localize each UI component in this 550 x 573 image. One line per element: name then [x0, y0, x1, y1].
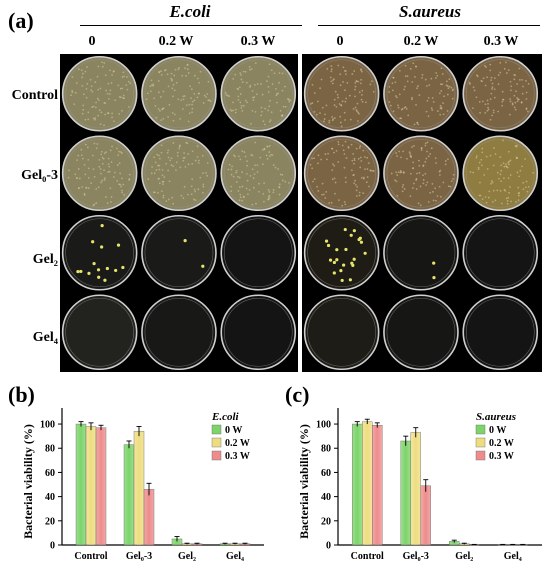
petri-plate	[383, 294, 459, 371]
petri-plate	[141, 294, 217, 371]
bar	[85, 426, 97, 546]
y-tick-label: 40	[321, 492, 331, 503]
row-label-gel2: Gel₂	[32, 252, 58, 267]
legend-label: 0 W	[225, 425, 242, 436]
x-tick-label: Control	[351, 551, 384, 562]
y-tick-label: 80	[45, 444, 55, 455]
bar	[469, 544, 480, 546]
petri-plate	[383, 214, 459, 291]
panel-c-letter: (c)	[285, 382, 310, 407]
y-tick-label: 20	[45, 516, 55, 527]
ecoli-col-0: 0	[88, 34, 96, 49]
saureus-group-title: S.aureus	[399, 2, 461, 21]
legend-label: 0.3 W	[225, 451, 250, 462]
y-tick-label: 0	[50, 541, 55, 552]
petri-plate	[141, 55, 217, 132]
saureus-photo-panel	[302, 54, 542, 372]
legend-title: S.aureus	[476, 411, 516, 423]
petri-plate	[303, 214, 380, 291]
petri-plate	[220, 55, 297, 132]
legend-swatch	[211, 450, 222, 461]
legend-label: 0.2 W	[225, 438, 250, 449]
y-tick-label: 100	[40, 420, 55, 431]
petri-plate	[383, 135, 459, 212]
y-tick-label: 80	[321, 444, 331, 455]
ecoli-plates	[61, 55, 297, 371]
legend-swatch	[211, 437, 222, 448]
x-tick-label: Gel₂	[455, 551, 473, 562]
legend-title: E.coli	[211, 411, 240, 423]
petri-plate	[61, 294, 138, 371]
bar	[95, 427, 107, 546]
x-tick-label: Gel₀-3	[126, 551, 152, 562]
legend-label: 0 W	[489, 425, 506, 436]
panel-b-letter: (b)	[8, 382, 35, 407]
petri-plate	[141, 135, 217, 212]
bar	[372, 425, 383, 546]
legend-swatch	[475, 437, 486, 448]
bar	[352, 423, 363, 546]
x-tick-label: Gel₀-3	[403, 551, 429, 562]
petri-plate	[462, 135, 539, 212]
x-tick-label: Gel₄	[226, 551, 244, 562]
y-tick-label: 60	[45, 468, 55, 479]
y-tick-label: 20	[321, 516, 331, 527]
bar	[420, 485, 431, 546]
saureus-col-0-2w: 0.2 W	[403, 34, 439, 49]
saureus-col-0-3w: 0.3 W	[483, 34, 519, 49]
bar	[517, 544, 528, 546]
bar	[400, 440, 411, 546]
petri-plate	[61, 214, 138, 291]
saureus-group-rule	[318, 25, 540, 26]
row-label-gel0-3: Gel₀-3	[21, 168, 58, 183]
chart-c-saureus: 0 20 40 60 80 100 Bacterial viability (%) Contr…	[297, 408, 542, 562]
legend-label: 0.2 W	[489, 438, 514, 449]
row-label-gel4: Gel₄	[32, 330, 58, 345]
bar	[507, 544, 518, 546]
petri-plate	[303, 135, 380, 212]
row-label-control: Control	[11, 88, 58, 103]
bar	[410, 432, 421, 546]
y-axis-label: Bacterial viability (%)	[297, 424, 311, 539]
ecoli-group-rule	[80, 25, 302, 26]
petri-plate	[61, 135, 138, 212]
y-tick-label: 100	[316, 420, 331, 431]
petri-plate	[462, 294, 539, 371]
legend-swatch	[475, 424, 486, 435]
panel-a-letter: (a)	[8, 8, 34, 33]
ecoli-photo-panel	[60, 54, 298, 372]
y-axis-label: Bacterial viability (%)	[21, 424, 35, 539]
bar	[123, 444, 135, 546]
y-tick-label: 60	[321, 468, 331, 479]
petri-plate	[220, 135, 297, 212]
bar	[143, 489, 155, 546]
chart-b-ecoli: 0 20 40 60 80 100 Bacterial viability (%) Contr…	[21, 408, 264, 562]
petri-plate	[383, 55, 459, 132]
petri-plate	[61, 55, 138, 132]
bar	[362, 421, 373, 546]
y-tick-label: 0	[326, 541, 331, 552]
bar	[75, 423, 87, 546]
bar	[133, 431, 145, 546]
saureus-col-0: 0	[336, 34, 344, 49]
y-tick-label: 40	[45, 492, 55, 503]
saureus-plates	[303, 55, 539, 371]
legend-swatch	[211, 424, 222, 435]
petri-plate	[303, 294, 380, 371]
petri-plate	[462, 214, 539, 291]
bar	[497, 544, 508, 546]
petri-plate	[220, 214, 297, 291]
ecoli-group-title: E.coli	[169, 2, 211, 21]
x-tick-label: Gel₄	[504, 551, 522, 562]
petri-plate	[462, 55, 539, 132]
x-tick-label: Control	[74, 551, 107, 562]
legend-label: 0.3 W	[489, 451, 514, 462]
petri-plate	[220, 294, 297, 371]
ecoli-col-0-3w: 0.3 W	[240, 34, 276, 49]
petri-plate	[303, 55, 380, 132]
legend-swatch	[475, 450, 486, 461]
ecoli-col-0-2w: 0.2 W	[158, 34, 194, 49]
petri-plate	[141, 214, 217, 291]
x-tick-label: Gel₂	[178, 551, 196, 562]
